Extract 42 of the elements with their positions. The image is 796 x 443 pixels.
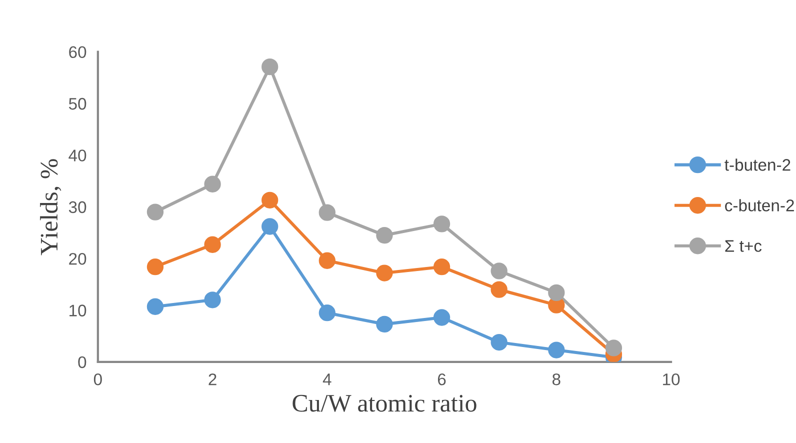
point bbox=[490, 334, 508, 351]
y-axis-title: Yields, % bbox=[40, 159, 62, 256]
x-tick-label: 2 bbox=[208, 373, 216, 386]
x-tick-label: 0 bbox=[94, 373, 102, 386]
legend-label: t-buten-2 bbox=[724, 158, 790, 171]
point bbox=[605, 340, 622, 356]
y-tick-label: 30 bbox=[68, 201, 86, 214]
point bbox=[262, 192, 278, 208]
legend-label: c-buten-2 bbox=[725, 199, 794, 212]
point bbox=[376, 316, 393, 333]
point bbox=[433, 216, 450, 232]
point bbox=[490, 281, 508, 298]
point bbox=[262, 58, 278, 76]
x-tick-label: 10 bbox=[663, 373, 680, 386]
y-tick-label: 40 bbox=[68, 150, 86, 162]
point bbox=[318, 252, 336, 269]
point bbox=[204, 236, 221, 253]
x-tick-label: 6 bbox=[438, 373, 446, 386]
legend-label: Σ t+c bbox=[725, 240, 762, 252]
x-tick-label: 4 bbox=[322, 374, 332, 386]
point bbox=[433, 309, 450, 326]
point bbox=[548, 284, 565, 302]
point bbox=[433, 258, 450, 276]
y-tick-label: 20 bbox=[69, 252, 86, 265]
point bbox=[204, 176, 221, 192]
point bbox=[262, 218, 278, 235]
point bbox=[204, 292, 221, 308]
y-tick-label: 50 bbox=[68, 98, 86, 110]
point bbox=[490, 262, 508, 280]
point bbox=[376, 226, 393, 244]
point bbox=[376, 264, 393, 282]
point bbox=[318, 204, 336, 221]
point bbox=[318, 304, 336, 322]
y-tick-label: 0 bbox=[78, 356, 86, 368]
point bbox=[146, 298, 164, 315]
y-tick-label: 10 bbox=[70, 304, 86, 316]
point bbox=[146, 258, 164, 276]
point bbox=[146, 204, 164, 220]
x-tick-label: 8 bbox=[552, 373, 560, 386]
y-tick-label: 60 bbox=[69, 46, 86, 58]
point bbox=[548, 342, 565, 358]
x-axis-title: Cu/W atomic ratio bbox=[292, 394, 476, 412]
